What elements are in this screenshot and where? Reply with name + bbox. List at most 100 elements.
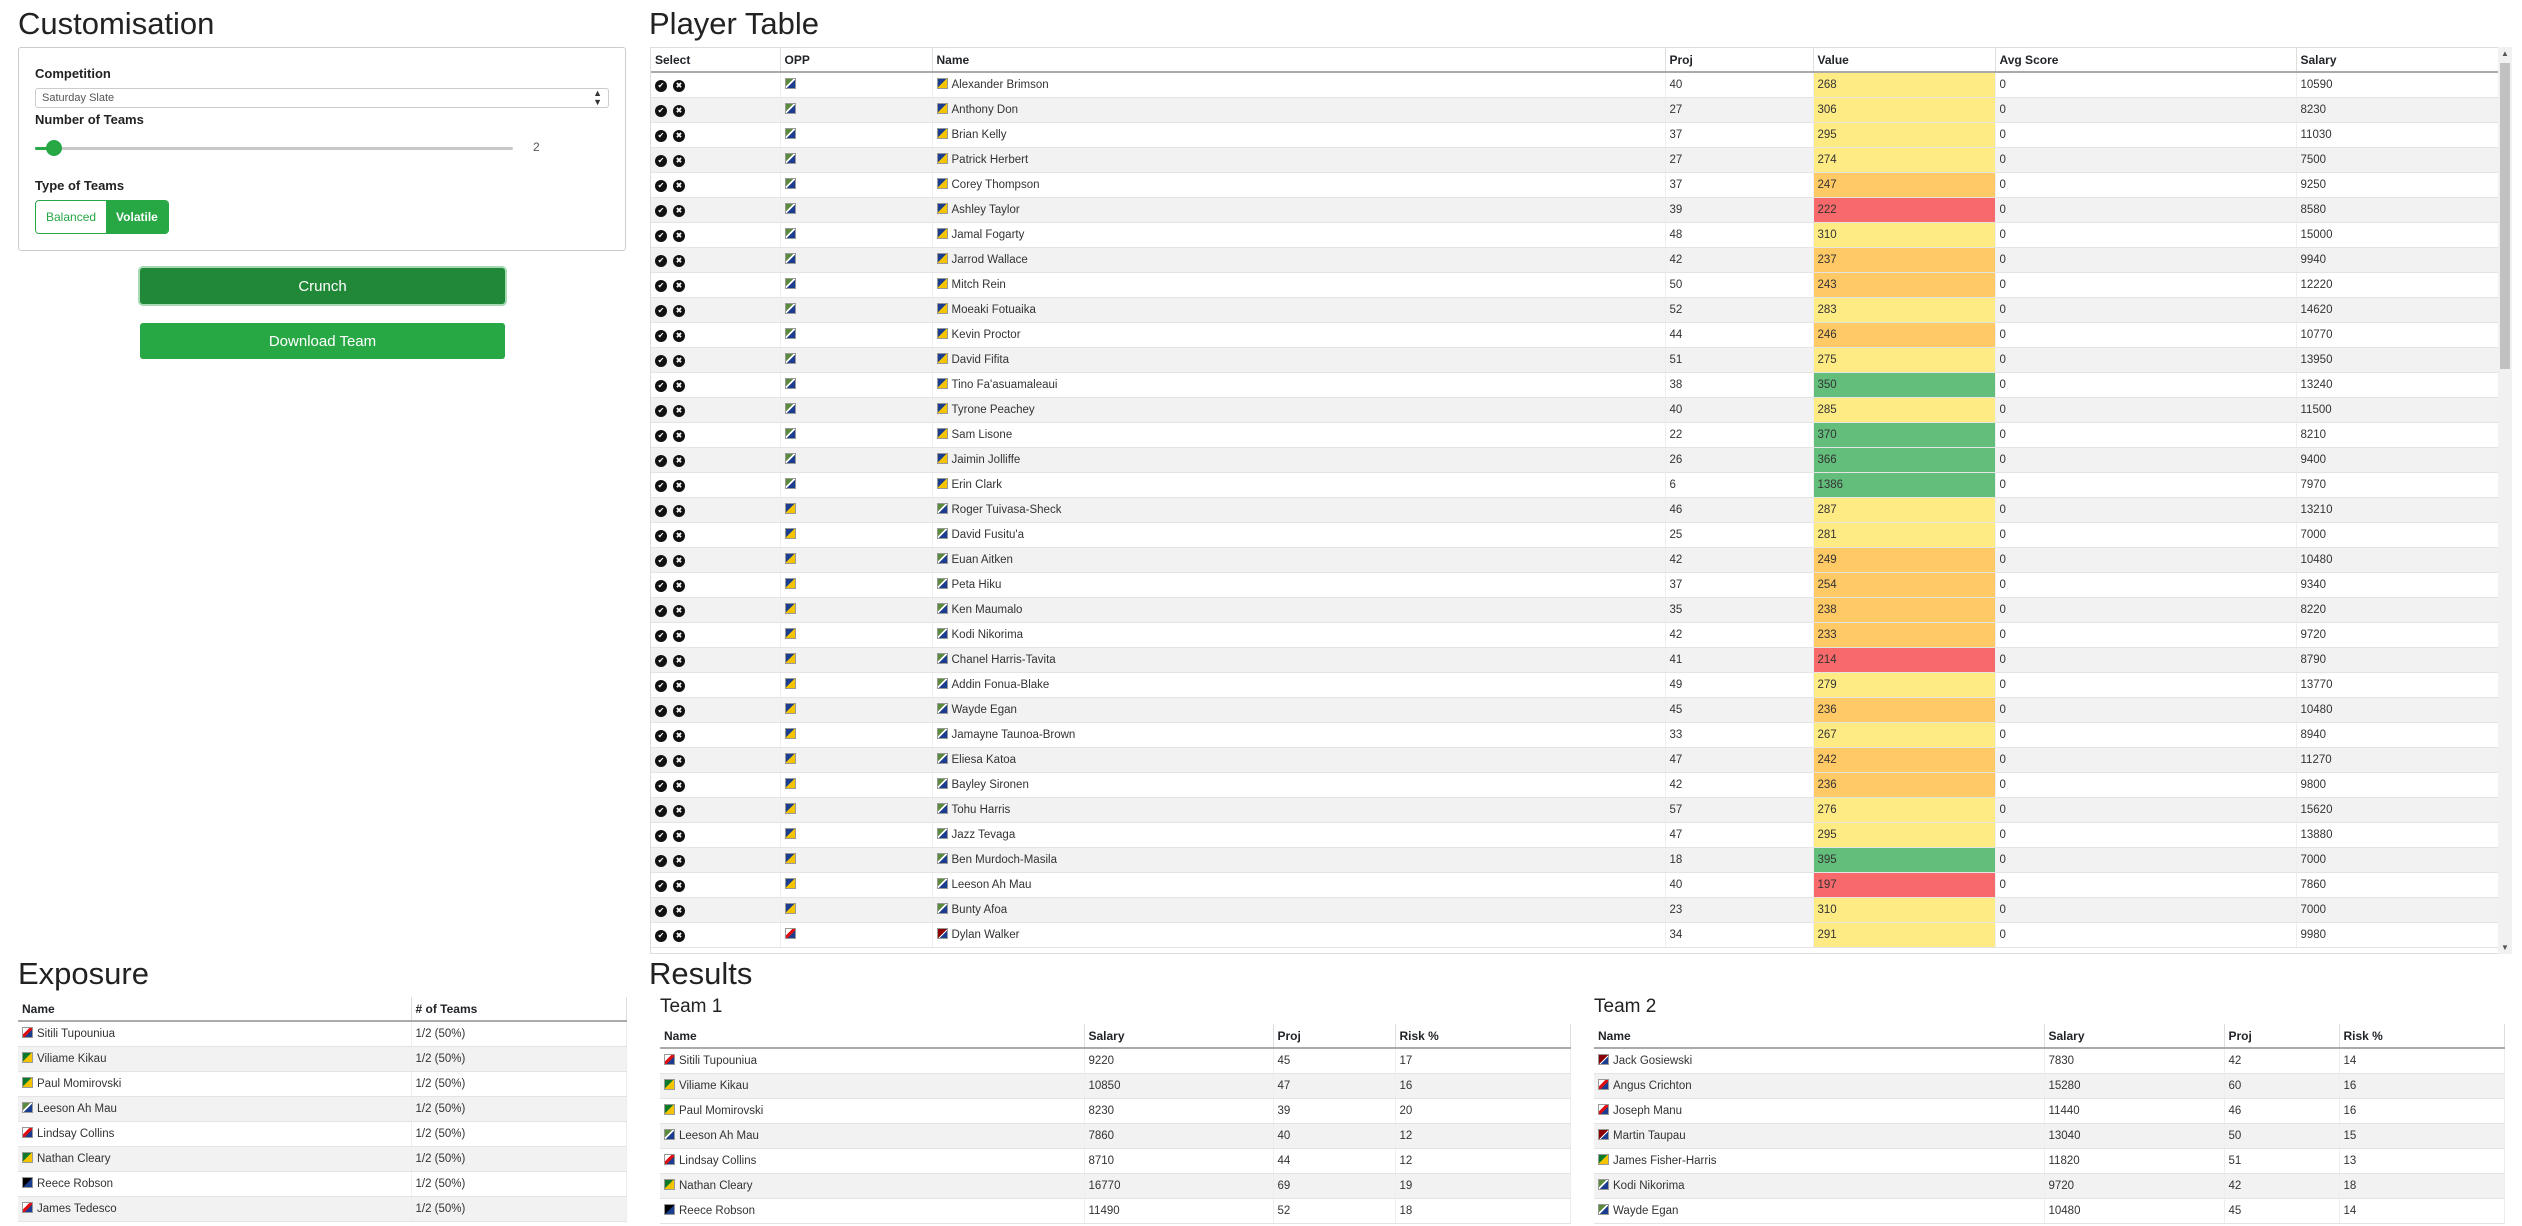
check-circle-icon[interactable]: ✔ [655,604,667,617]
check-circle-icon[interactable]: ✔ [655,254,667,267]
player-header-opp[interactable]: OPP [780,48,933,73]
check-circle-icon[interactable]: ✔ [655,754,667,767]
team1-header-proj[interactable]: Proj [1273,1024,1396,1049]
close-circle-icon[interactable]: ✖ [673,354,685,367]
check-circle-icon[interactable]: ✔ [655,804,667,817]
competition-select[interactable]: Saturday Slate ▲ ▼ [35,88,609,108]
player-header-select[interactable]: Select [651,48,781,73]
check-circle-icon[interactable]: ✔ [655,354,667,367]
table-row[interactable]: ✔ ✖ Euan Aitken 42 249 0 10480 [651,547,2500,573]
table-row[interactable]: ✔ ✖ Peta Hiku 37 254 0 9340 [651,572,2500,598]
type-volatile-button[interactable]: Volatile [106,201,168,233]
table-row[interactable]: ✔ ✖ Kodi Nikorima 42 233 0 9720 [651,622,2500,648]
check-circle-icon[interactable]: ✔ [655,229,667,242]
table-row[interactable]: ✔ ✖ David Fifita 51 275 0 13950 [651,347,2500,373]
table-row[interactable]: ✔ ✖ Jamal Fogarty 48 310 0 15000 [651,222,2500,248]
table-row[interactable]: ✔ ✖ Jamayne Taunoa-Brown 33 267 0 8940 [651,722,2500,748]
scroll-thumb[interactable] [2500,63,2510,369]
check-circle-icon[interactable]: ✔ [655,454,667,467]
check-circle-icon[interactable]: ✔ [655,279,667,292]
check-circle-icon[interactable]: ✔ [655,429,667,442]
table-row[interactable]: ✔ ✖ Tyrone Peachey 40 285 0 11500 [651,397,2500,423]
check-circle-icon[interactable]: ✔ [655,329,667,342]
table-row[interactable]: ✔ ✖ Eliesa Katoa 47 242 0 11270 [651,747,2500,773]
player-header-avg-score[interactable]: Avg Score [1995,48,2297,73]
close-circle-icon[interactable]: ✖ [673,854,685,867]
check-circle-icon[interactable]: ✔ [655,579,667,592]
check-circle-icon[interactable]: ✔ [655,479,667,492]
table-row[interactable]: ✔ ✖ Chanel Harris-Tavita 41 214 0 8790 [651,647,2500,673]
table-row[interactable]: ✔ ✖ Brian Kelly 37 295 0 11030 [651,122,2500,148]
close-circle-icon[interactable]: ✖ [673,454,685,467]
table-row[interactable]: ✔ ✖ Jarrod Wallace 42 237 0 9940 [651,247,2500,273]
table-row[interactable]: ✔ ✖ Tohu Harris 57 276 0 15620 [651,797,2500,823]
team2-header-proj[interactable]: Proj [2224,1024,2340,1049]
team2-header-salary[interactable]: Salary [2044,1024,2225,1049]
close-circle-icon[interactable]: ✖ [673,929,685,942]
close-circle-icon[interactable]: ✖ [673,804,685,817]
check-circle-icon[interactable]: ✔ [655,779,667,792]
player-header-salary[interactable]: Salary [2296,48,2500,73]
check-circle-icon[interactable]: ✔ [655,554,667,567]
teams-slider-thumb[interactable] [46,140,63,156]
table-row[interactable]: ✔ ✖ Anthony Don 27 306 0 8230 [651,97,2500,123]
close-circle-icon[interactable]: ✖ [673,304,685,317]
table-row[interactable]: ✔ ✖ Tino Fa'asuamaleaui 38 350 0 13240 [651,372,2500,398]
close-circle-icon[interactable]: ✖ [673,79,685,92]
close-circle-icon[interactable]: ✖ [673,729,685,742]
table-row[interactable]: ✔ ✖ Ben Murdoch-Masila 18 395 0 7000 [651,847,2500,873]
check-circle-icon[interactable]: ✔ [655,679,667,692]
player-header-name[interactable]: Name [932,48,1666,73]
scroll-down-icon[interactable]: ▼ [2501,943,2509,952]
table-row[interactable]: ✔ ✖ David Fusitu'a 25 281 0 7000 [651,522,2500,548]
close-circle-icon[interactable]: ✖ [673,404,685,417]
close-circle-icon[interactable]: ✖ [673,504,685,517]
table-row[interactable]: ✔ ✖ Leeson Ah Mau 40 197 0 7860 [651,872,2500,898]
team1-header-name[interactable]: Name [660,1024,1085,1049]
table-row[interactable]: ✔ ✖ Addin Fonua-Blake 49 279 0 13770 [651,672,2500,698]
close-circle-icon[interactable]: ✖ [673,229,685,242]
close-circle-icon[interactable]: ✖ [673,629,685,642]
check-circle-icon[interactable]: ✔ [655,529,667,542]
table-row[interactable]: ✔ ✖ Dylan Walker 34 291 0 9980 [651,922,2500,948]
table-row[interactable]: ✔ ✖ Erin Clark 6 1386 0 7970 [651,472,2500,498]
check-circle-icon[interactable]: ✔ [655,654,667,667]
close-circle-icon[interactable]: ✖ [673,104,685,117]
scroll-up-icon[interactable]: ▲ [2501,49,2509,58]
check-circle-icon[interactable]: ✔ [655,129,667,142]
close-circle-icon[interactable]: ✖ [673,779,685,792]
table-row[interactable]: ✔ ✖ Jazz Tevaga 47 295 0 13880 [651,822,2500,848]
close-circle-icon[interactable]: ✖ [673,554,685,567]
download-team-button[interactable]: Download Team [140,323,505,359]
team2-header-name[interactable]: Name [1594,1024,2045,1049]
check-circle-icon[interactable]: ✔ [655,404,667,417]
close-circle-icon[interactable]: ✖ [673,879,685,892]
table-row[interactable]: ✔ ✖ Sam Lisone 22 370 0 8210 [651,422,2500,448]
check-circle-icon[interactable]: ✔ [655,829,667,842]
check-circle-icon[interactable]: ✔ [655,204,667,217]
table-row[interactable]: ✔ ✖ Kevin Proctor 44 246 0 10770 [651,322,2500,348]
player-table-scrollbar[interactable]: ▲ ▼ [2498,47,2512,954]
close-circle-icon[interactable]: ✖ [673,429,685,442]
close-circle-icon[interactable]: ✖ [673,129,685,142]
team1-header-risk[interactable]: Risk % [1395,1024,1571,1049]
table-row[interactable]: ✔ ✖ Alexander Brimson 40 268 0 10590 [651,72,2500,98]
close-circle-icon[interactable]: ✖ [673,204,685,217]
check-circle-icon[interactable]: ✔ [655,304,667,317]
team1-header-salary[interactable]: Salary [1084,1024,1274,1049]
close-circle-icon[interactable]: ✖ [673,479,685,492]
close-circle-icon[interactable]: ✖ [673,604,685,617]
table-row[interactable]: ✔ ✖ Ashley Taylor 39 222 0 8580 [651,197,2500,223]
close-circle-icon[interactable]: ✖ [673,654,685,667]
table-row[interactable]: ✔ ✖ Bunty Afoa 23 310 0 7000 [651,897,2500,923]
check-circle-icon[interactable]: ✔ [655,79,667,92]
table-row[interactable]: ✔ ✖ Ken Maumalo 35 238 0 8220 [651,597,2500,623]
close-circle-icon[interactable]: ✖ [673,754,685,767]
check-circle-icon[interactable]: ✔ [655,879,667,892]
close-circle-icon[interactable]: ✖ [673,704,685,717]
close-circle-icon[interactable]: ✖ [673,529,685,542]
table-row[interactable]: ✔ ✖ Mitch Rein 50 243 0 12220 [651,272,2500,298]
close-circle-icon[interactable]: ✖ [673,254,685,267]
teams-slider[interactable] [35,140,513,156]
check-circle-icon[interactable]: ✔ [655,904,667,917]
